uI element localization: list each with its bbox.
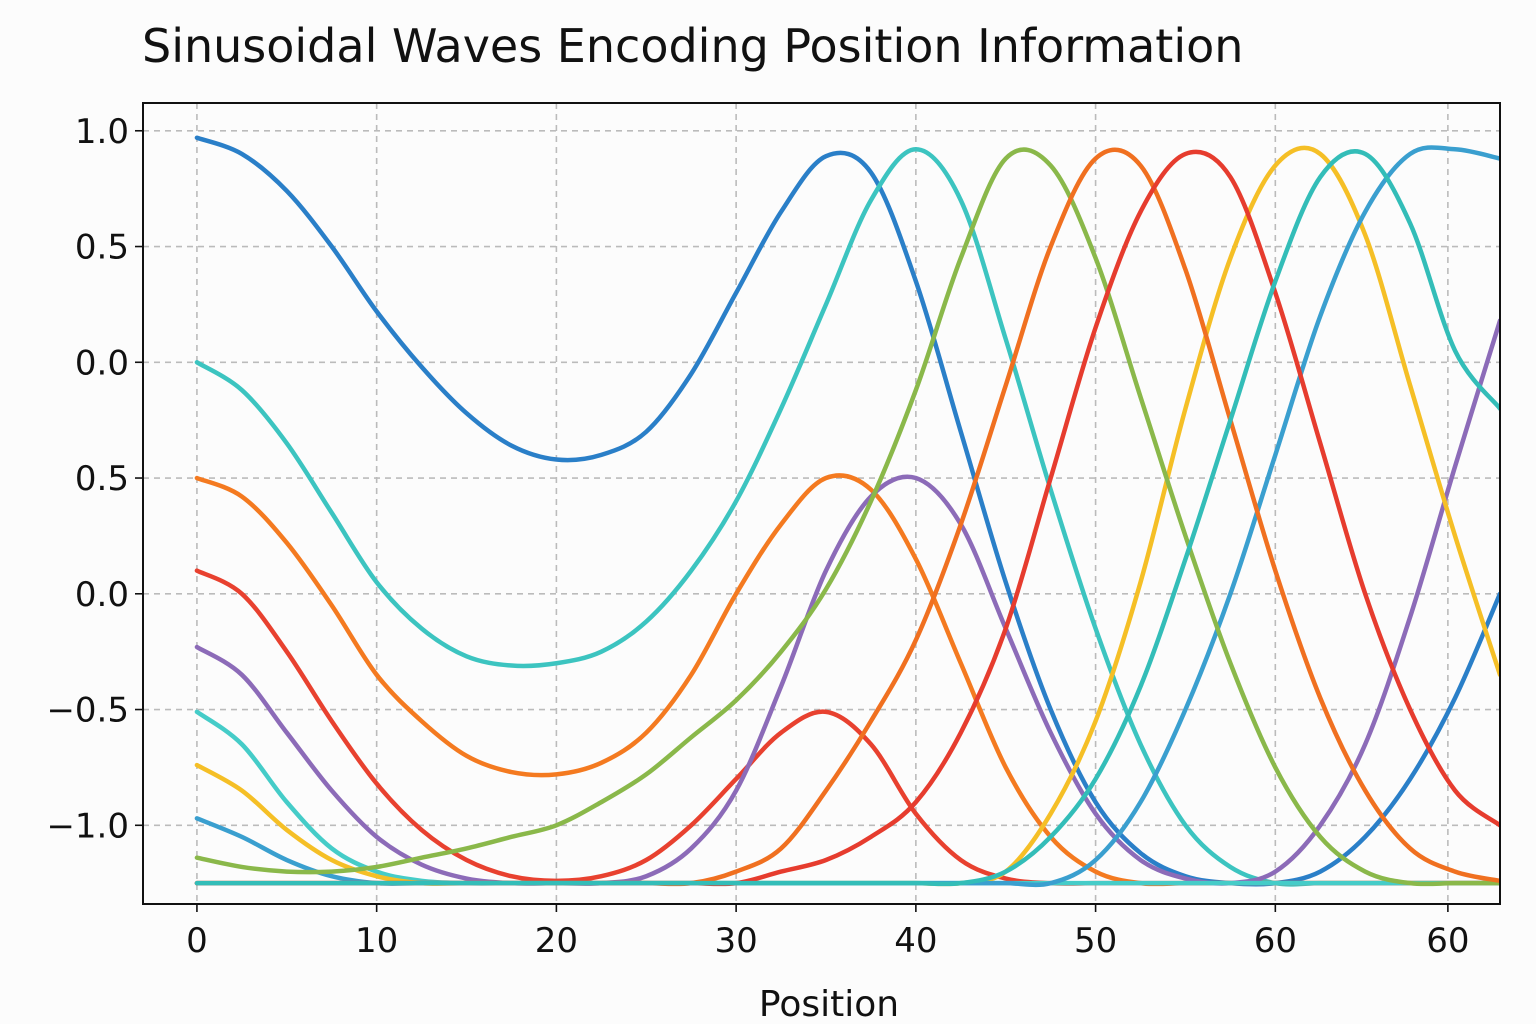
data-line bbox=[194, 147, 1500, 887]
data-line bbox=[194, 149, 1500, 887]
y-tick-label: 0.0 bbox=[75, 343, 129, 383]
chart-title: Sinusoidal Waves Encoding Position Infor… bbox=[142, 19, 1243, 73]
ticks: 1.0 0.5 0.0 0.5 0.0 −0.5 −1.0 0 10 20 30 40 50 60 60 bbox=[46, 112, 1469, 961]
x-tick-label: 60 bbox=[1426, 921, 1469, 961]
x-tick-label: 10 bbox=[355, 921, 398, 961]
x-tick-label: 0 bbox=[186, 921, 208, 961]
y-tick-label: −0.5 bbox=[46, 691, 129, 731]
x-tick-label: 30 bbox=[714, 921, 757, 961]
y-tick-label: 0.5 bbox=[75, 228, 129, 268]
y-tick-label: 0.5 bbox=[75, 459, 129, 499]
x-tick-label: 20 bbox=[535, 921, 578, 961]
y-tick-label: 0.0 bbox=[75, 575, 129, 615]
plot-frame bbox=[142, 102, 1501, 905]
plot-lines bbox=[194, 135, 1500, 888]
data-line bbox=[194, 147, 1500, 887]
y-tick-label: −1.0 bbox=[46, 806, 129, 846]
x-tick-label: 50 bbox=[1074, 921, 1117, 961]
y-tick-label: 1.0 bbox=[75, 112, 129, 152]
x-tick-label: 40 bbox=[894, 921, 937, 961]
x-tick-label: 60 bbox=[1254, 921, 1297, 961]
x-axis-label: Position bbox=[759, 984, 899, 1024]
